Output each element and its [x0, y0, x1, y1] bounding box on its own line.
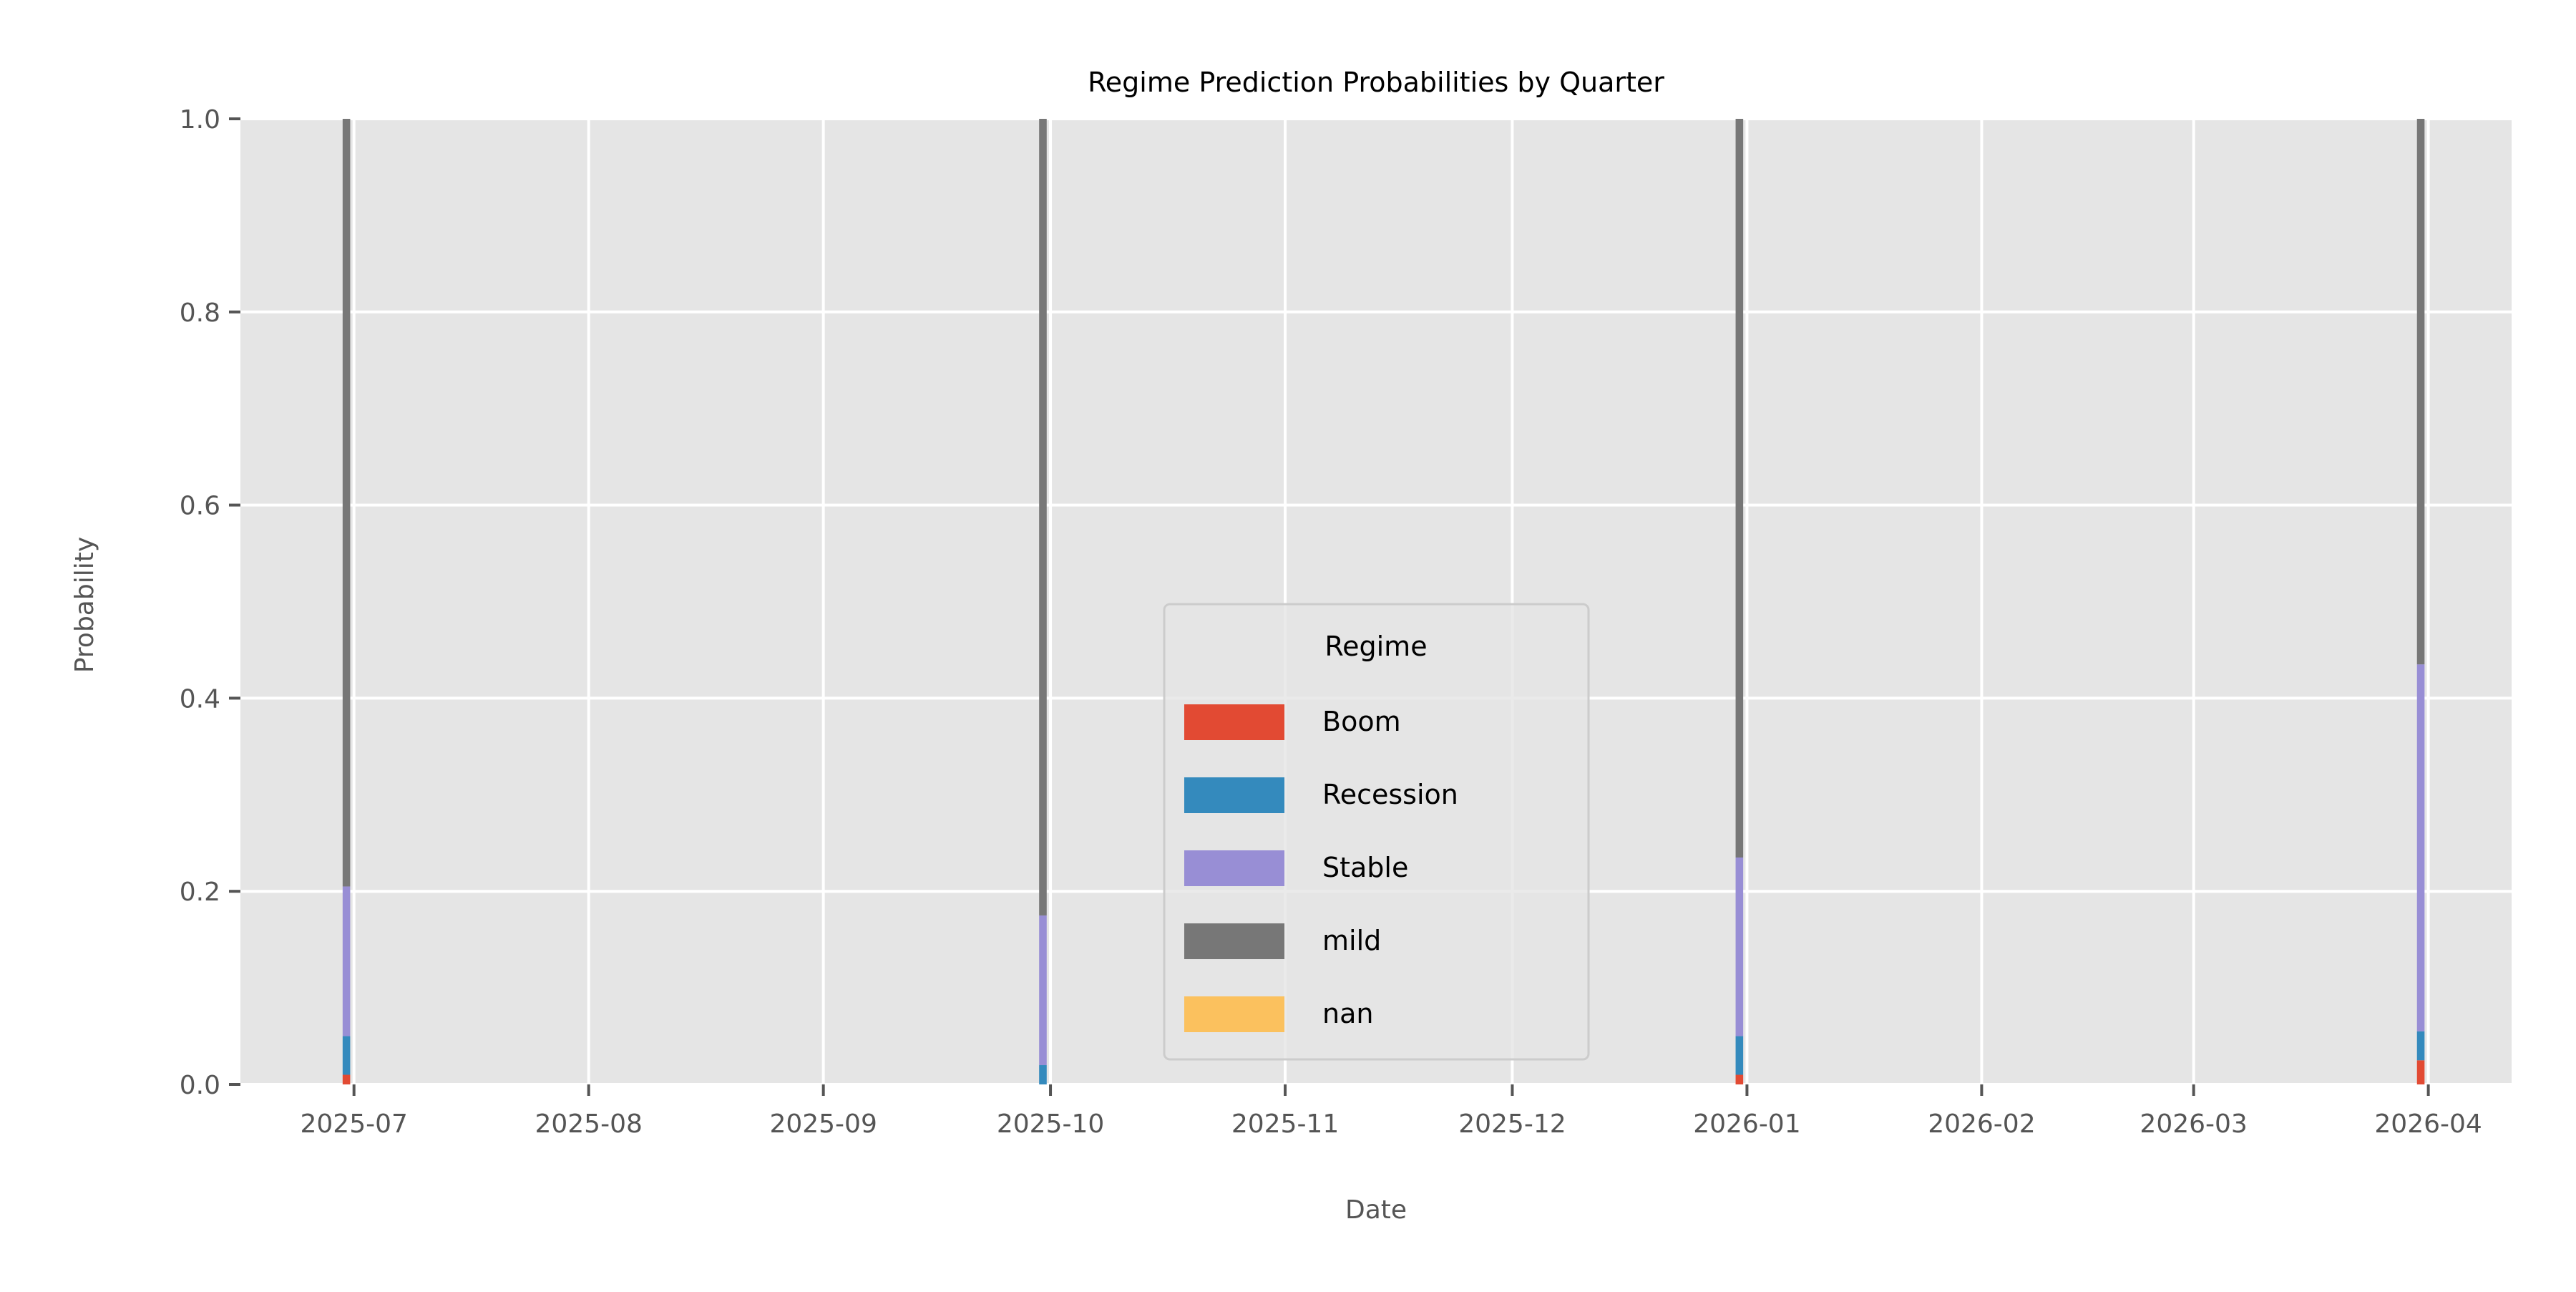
bar-mild — [1039, 119, 1047, 915]
x-tick-label: 2025-08 — [535, 1109, 642, 1139]
legend-label: Boom — [1322, 706, 1401, 737]
grid — [240, 117, 2512, 1086]
bar-recession — [1039, 1065, 1047, 1084]
axes: 0.0 0.2 0.4 0.6 0.8 1.0 2025-07 2025-08 2025-09 2… — [180, 105, 2482, 1139]
bar-stable — [342, 886, 351, 1036]
x-axis-label: Date — [1345, 1195, 1407, 1225]
legend-swatch — [1184, 704, 1284, 740]
x-tick-label: 2025-12 — [1458, 1109, 1566, 1139]
bar-boom — [2416, 1060, 2425, 1084]
bars — [342, 119, 2425, 1084]
bar-recession — [1735, 1036, 1744, 1075]
bar-mild — [2416, 119, 2425, 665]
legend-item-nan: nan — [1184, 996, 1373, 1032]
legend-item-recession: Recession — [1184, 777, 1458, 813]
x-tick-label: 2025-07 — [300, 1109, 407, 1139]
bar-stable — [1735, 857, 1744, 1036]
x-tick-label: 2026-02 — [1928, 1109, 2035, 1139]
legend-item-boom: Boom — [1184, 704, 1401, 740]
bar-boom — [1735, 1074, 1744, 1084]
legend-label: Recession — [1322, 779, 1458, 810]
legend-item-stable: Stable — [1184, 850, 1408, 886]
legend-item-mild: mild — [1184, 923, 1381, 959]
x-tick-label: 2026-01 — [1693, 1109, 1800, 1139]
bar-boom — [342, 1074, 351, 1084]
legend-title: Regime — [1324, 631, 1427, 662]
y-tick-label: 0.6 — [180, 492, 220, 521]
bar-recession — [342, 1036, 351, 1075]
x-tick-label: 2025-11 — [1231, 1109, 1339, 1139]
y-tick-label: 0.4 — [180, 684, 220, 714]
bar-recession — [2416, 1031, 2425, 1061]
legend-frame — [1163, 603, 1590, 1061]
legend-swatch — [1184, 996, 1284, 1032]
legend-label: Stable — [1322, 852, 1408, 883]
bar-mild — [342, 119, 351, 887]
x-tick-label: 2025-10 — [997, 1109, 1104, 1139]
legend-label: mild — [1322, 925, 1381, 956]
legend-label: nan — [1322, 998, 1373, 1029]
x-tick-label: 2025-09 — [769, 1109, 877, 1139]
y-tick-label: 0.8 — [180, 298, 220, 328]
chart-title: Regime Prediction Probabilities by Quart… — [1088, 67, 1664, 98]
legend-swatch — [1184, 923, 1284, 959]
legend-entries: Boom Recession Stable mild nan — [1184, 704, 1458, 1032]
x-tick-label: 2026-03 — [2140, 1109, 2247, 1139]
legend-swatch — [1184, 850, 1284, 886]
bar-mild — [1735, 119, 1744, 858]
x-tick-label: 2026-04 — [2374, 1109, 2482, 1139]
y-tick-label: 1.0 — [180, 105, 220, 135]
legend: Regime Boom Recession Stable mild nan — [1163, 603, 1590, 1061]
bar-stable — [2416, 664, 2425, 1031]
y-tick-label: 0.2 — [180, 878, 220, 907]
y-tick-label: 0.0 — [180, 1071, 220, 1100]
bar-stable — [1039, 915, 1047, 1066]
y-axis-label: Probability — [70, 537, 99, 673]
legend-swatch — [1184, 777, 1284, 813]
